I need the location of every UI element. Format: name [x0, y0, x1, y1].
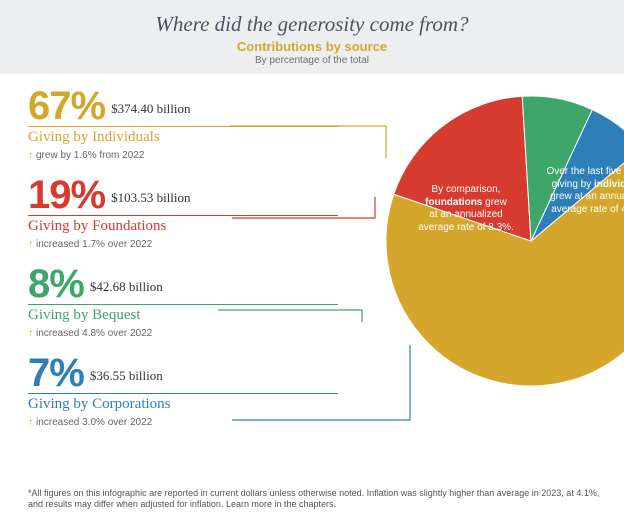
- amount-bequest: $42.68 billion: [90, 279, 163, 295]
- percent-corporations: 7%: [28, 355, 84, 391]
- footnote: *All figures on this infographic are rep…: [28, 488, 604, 511]
- page-title: Where did the generosity come from?: [0, 12, 624, 37]
- entry-corporations: 7% $36.55 billion Giving by Corporations ↑i…: [28, 355, 368, 428]
- header: Where did the generosity come from? Cont…: [0, 0, 624, 74]
- pie-chart: Over the last five years,giving by indiv…: [386, 96, 624, 386]
- amount-individuals: $374.40 billion: [111, 101, 190, 117]
- percent-bequest: 8%: [28, 266, 84, 302]
- amount-foundations: $103.53 billion: [111, 190, 190, 206]
- label-individuals: Giving by Individuals: [28, 129, 368, 146]
- amount-corporations: $36.55 billion: [90, 368, 163, 384]
- growth-individuals: ↑grew by 1.6% from 2022: [28, 150, 368, 161]
- label-corporations: Giving by Corporations: [28, 396, 368, 413]
- label-bequest: Giving by Bequest: [28, 307, 368, 324]
- up-arrow-icon: ↑: [28, 417, 33, 428]
- annotation-individuals: Over the last five years,giving by indiv…: [534, 166, 624, 216]
- up-arrow-icon: ↑: [28, 150, 33, 161]
- growth-bequest: ↑increased 4.8% over 2022: [28, 328, 368, 339]
- entry-bequest: 8% $42.68 billion Giving by Bequest ↑increa…: [28, 266, 368, 339]
- subtitle-secondary: By percentage of the total: [0, 55, 624, 66]
- percent-foundations: 19%: [28, 177, 105, 213]
- growth-corporations: ↑increased 3.0% over 2022: [28, 417, 368, 428]
- subtitle: Contributions by source: [0, 39, 624, 54]
- up-arrow-icon: ↑: [28, 328, 33, 339]
- growth-foundations: ↑increased 1.7% over 2022: [28, 239, 368, 250]
- percent-individuals: 67%: [28, 88, 105, 124]
- entry-individuals: 67% $374.40 billion Giving by Individuals ↑…: [28, 88, 368, 161]
- entry-foundations: 19% $103.53 billion Giving by Foundations ↑…: [28, 177, 368, 250]
- label-foundations: Giving by Foundations: [28, 218, 368, 235]
- up-arrow-icon: ↑: [28, 239, 33, 250]
- annotation-foundations: By comparison,foundations grewat an annu…: [412, 184, 520, 234]
- pie-svg: [386, 96, 624, 386]
